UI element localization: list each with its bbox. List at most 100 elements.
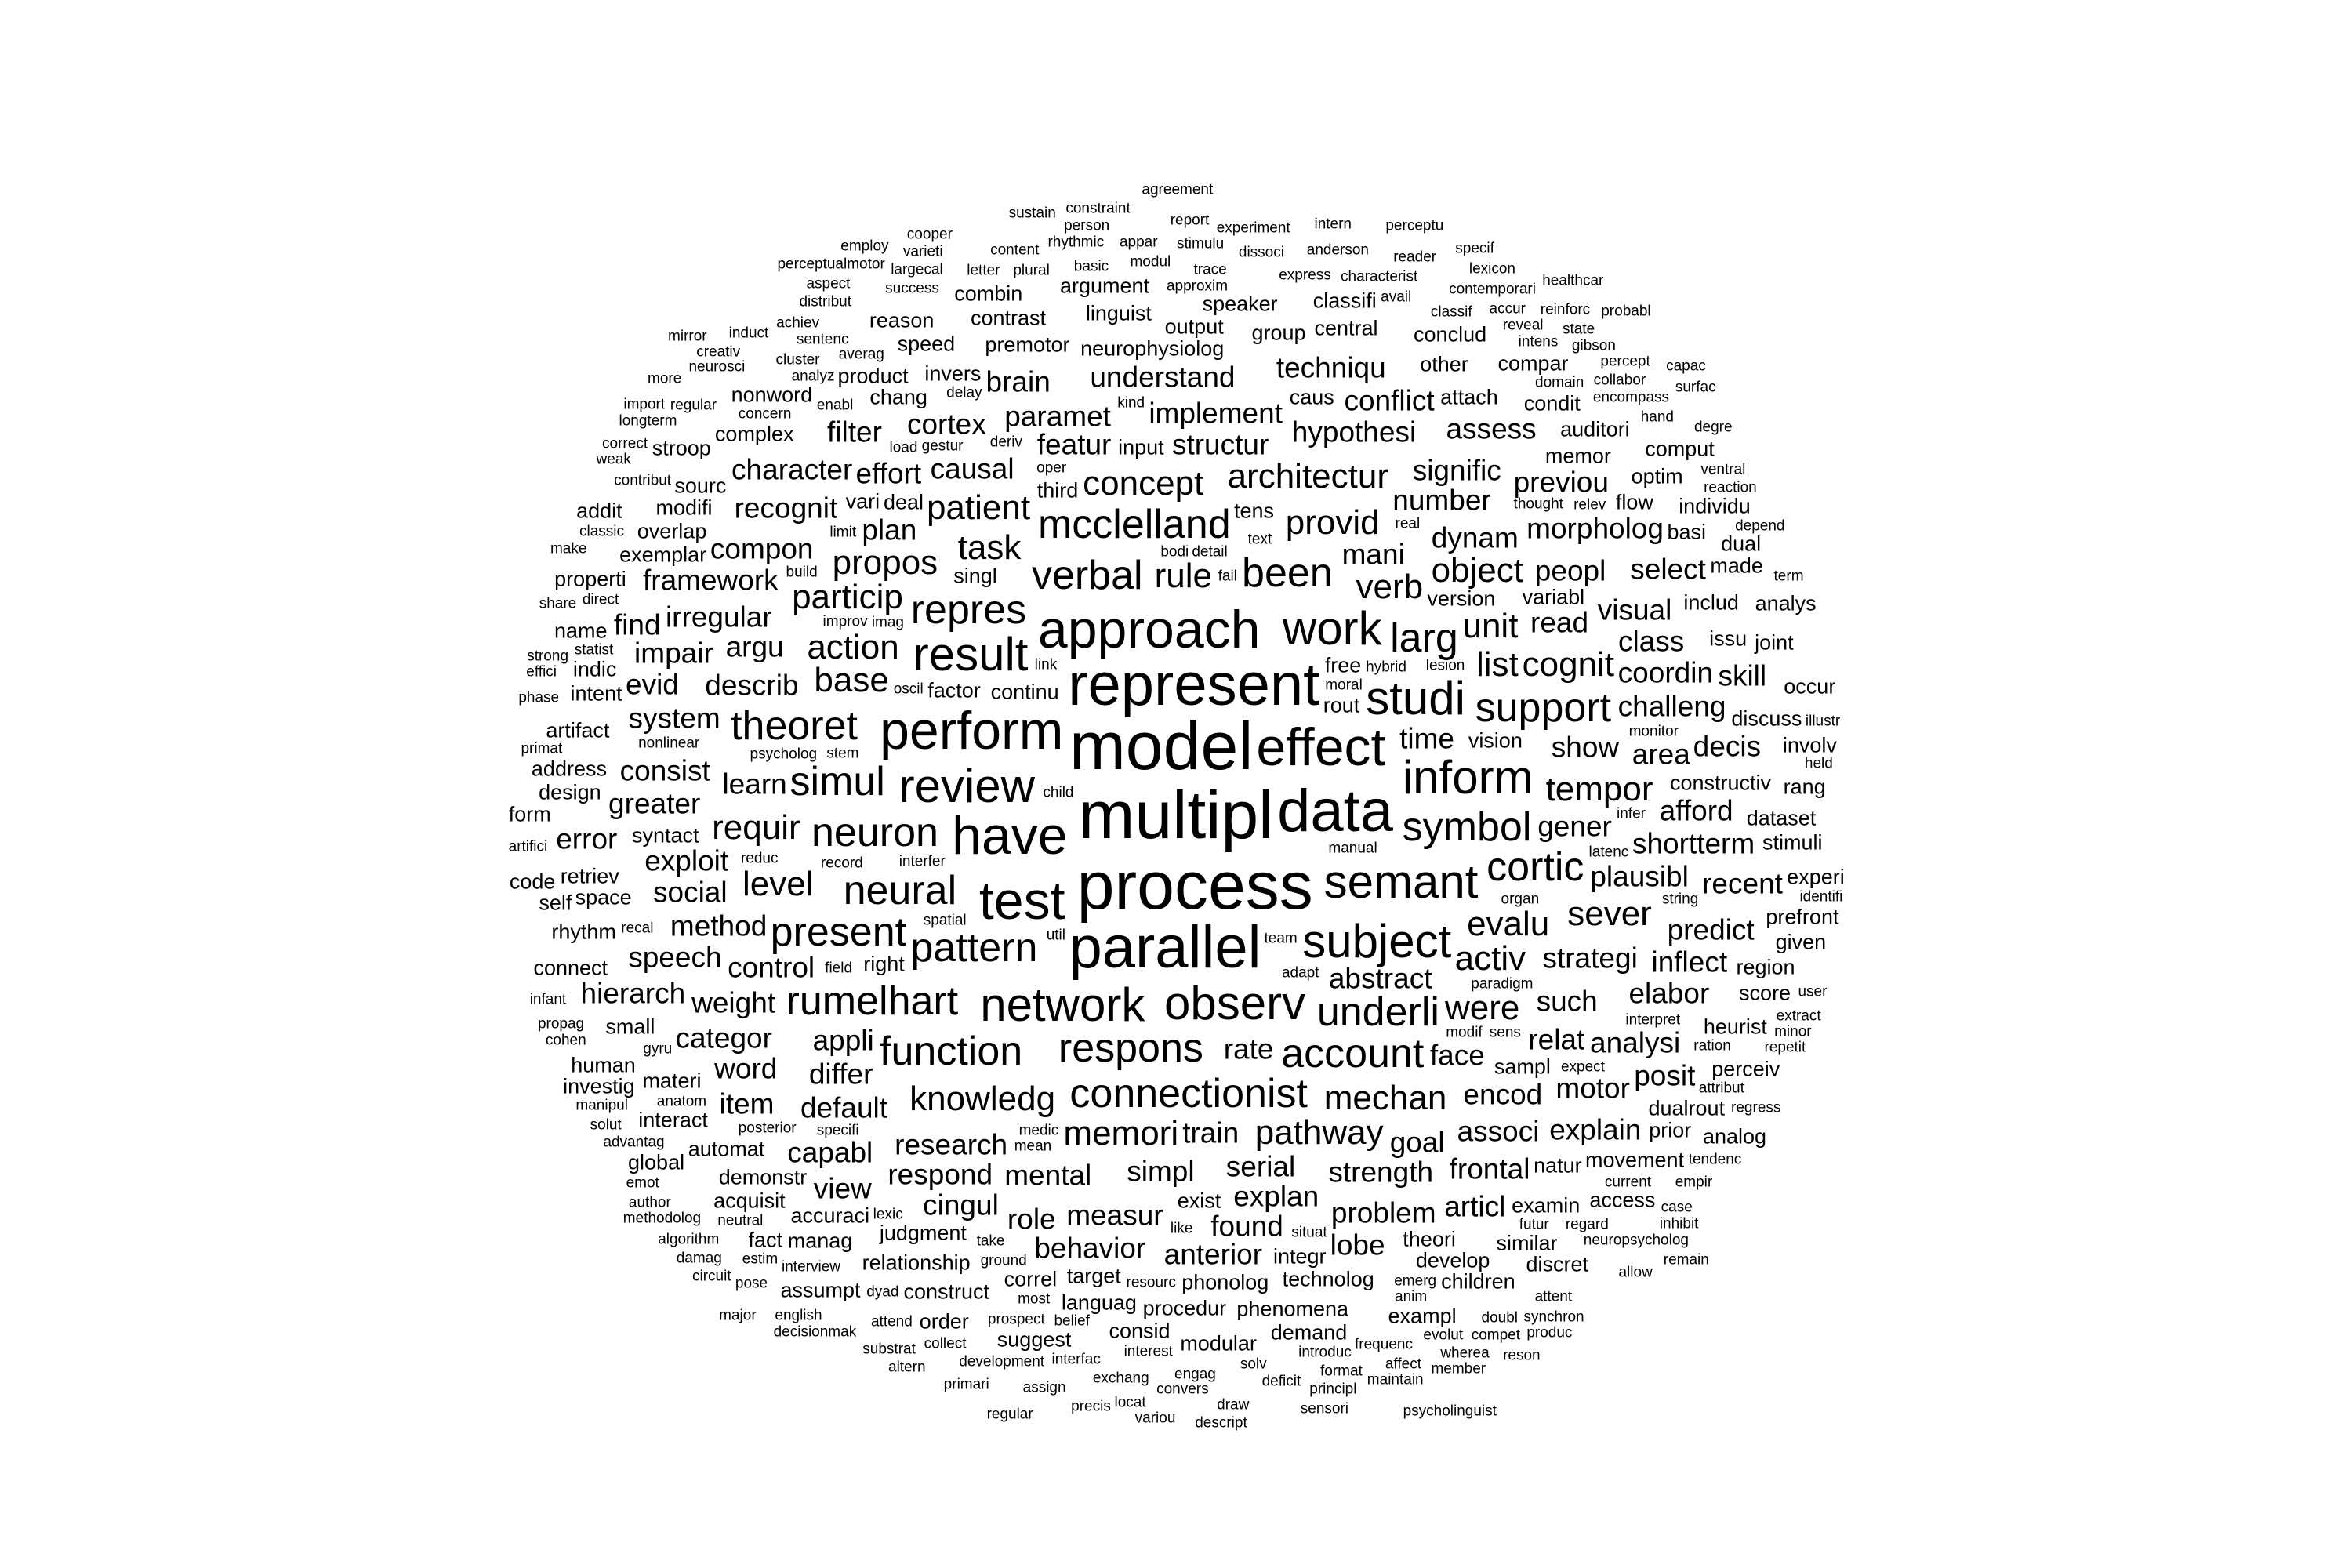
cloud-word: expect xyxy=(1560,1058,1605,1076)
cloud-word: consist xyxy=(619,754,710,787)
cloud-word: neuropsycholog xyxy=(1583,1232,1689,1249)
cloud-word: issu xyxy=(1709,626,1748,651)
cloud-word: right xyxy=(863,952,905,976)
cloud-word: respond xyxy=(887,1158,993,1191)
cloud-word: role xyxy=(1007,1203,1056,1236)
cloud-word: contemporari xyxy=(1449,281,1536,298)
cloud-word: probabl xyxy=(1601,303,1651,320)
cloud-word: architectur xyxy=(1227,457,1389,496)
cloud-word: largecal xyxy=(891,261,943,278)
cloud-word: show xyxy=(1551,731,1620,764)
cloud-word: weight xyxy=(691,986,776,1019)
cloud-word: patient xyxy=(926,488,1031,527)
cloud-word: util xyxy=(1046,927,1065,944)
cloud-word: development xyxy=(959,1353,1045,1370)
cloud-word: averag xyxy=(838,346,884,363)
cloud-word: represent xyxy=(1068,652,1320,719)
cloud-word: depend xyxy=(1735,517,1785,535)
cloud-word: made xyxy=(1710,554,1763,578)
cloud-word: degre xyxy=(1693,419,1733,436)
cloud-word: oper xyxy=(1036,459,1067,477)
cloud-word: read xyxy=(1530,606,1589,639)
cloud-word: addit xyxy=(576,499,622,523)
cloud-word: methodolog xyxy=(622,1210,702,1227)
cloud-word: reaction xyxy=(1704,479,1757,496)
cloud-word: complex xyxy=(714,422,794,446)
cloud-word: psycholog xyxy=(750,746,818,763)
cloud-word: classif xyxy=(1430,303,1472,321)
cloud-word: area xyxy=(1632,738,1690,771)
cloud-word: cognit xyxy=(1522,644,1615,684)
cloud-word: lobe xyxy=(1330,1229,1385,1261)
cloud-word: includ xyxy=(1683,590,1739,615)
cloud-word: goal xyxy=(1389,1126,1445,1159)
cloud-word: rumelhart xyxy=(786,978,959,1025)
cloud-word: overlap xyxy=(637,519,707,543)
cloud-word: third xyxy=(1036,478,1079,503)
cloud-word: aspect xyxy=(806,275,851,292)
cloud-word: synchron xyxy=(1523,1308,1584,1326)
cloud-word: current xyxy=(1604,1174,1652,1191)
cloud-word: combin xyxy=(954,281,1023,306)
cloud-word: mirror xyxy=(668,328,707,345)
cloud-word: intern xyxy=(1314,216,1352,233)
cloud-word: neural xyxy=(843,867,957,913)
cloud-word: exploit xyxy=(644,844,729,877)
cloud-word: inflect xyxy=(1651,946,1728,978)
cloud-word: word xyxy=(714,1052,778,1085)
cloud-word: object xyxy=(1431,550,1524,590)
cloud-word: larg xyxy=(1390,615,1458,662)
cloud-word: enabl xyxy=(816,397,854,414)
cloud-word: percept xyxy=(1600,353,1650,370)
cloud-word: underli xyxy=(1316,989,1439,1036)
cloud-word: semant xyxy=(1323,855,1479,909)
cloud-word: vari xyxy=(845,489,880,514)
cloud-word: thought xyxy=(1513,495,1563,513)
cloud-word: anterior xyxy=(1163,1238,1263,1271)
cloud-word: extract xyxy=(1776,1007,1821,1025)
cloud-word: encod xyxy=(1463,1078,1543,1111)
cloud-word: classic xyxy=(579,523,624,540)
cloud-word: evolut xyxy=(1423,1327,1464,1344)
cloud-word: method xyxy=(670,909,768,942)
cloud-word: syntact xyxy=(631,823,699,848)
cloud-word: prospect xyxy=(987,1311,1045,1328)
cloud-word: construct xyxy=(903,1279,990,1304)
cloud-word: chang xyxy=(869,385,927,409)
cloud-word: concept xyxy=(1083,464,1204,503)
cloud-word: occur xyxy=(1784,674,1836,699)
cloud-word: review xyxy=(898,760,1035,813)
cloud-word: cortex xyxy=(906,408,986,441)
cloud-word: reson xyxy=(1503,1347,1541,1364)
cloud-word: prefront xyxy=(1766,905,1839,929)
cloud-word: deficit xyxy=(1261,1373,1301,1390)
cloud-word: fact xyxy=(748,1228,783,1252)
cloud-word: memori xyxy=(1063,1113,1179,1152)
cloud-word: longterm xyxy=(619,412,677,430)
cloud-word: impair xyxy=(634,637,713,670)
cloud-word: small xyxy=(605,1014,655,1039)
cloud-word: basic xyxy=(1073,258,1109,275)
cloud-word: modif xyxy=(1446,1024,1483,1041)
cloud-word: load xyxy=(889,439,918,456)
cloud-word: accur xyxy=(1489,300,1526,318)
cloud-word: hybrid xyxy=(1366,659,1406,676)
cloud-word: list xyxy=(1475,645,1519,684)
cloud-word: propos xyxy=(832,543,938,583)
cloud-word: phenomena xyxy=(1236,1297,1349,1321)
cloud-word: trace xyxy=(1193,261,1227,278)
cloud-word: repres xyxy=(910,586,1027,633)
cloud-word: regular xyxy=(670,397,717,414)
cloud-word: address xyxy=(531,757,607,781)
cloud-word: form xyxy=(508,802,551,826)
cloud-word: function xyxy=(880,1029,1023,1075)
cloud-word: modul xyxy=(1130,253,1171,270)
cloud-word: cluster xyxy=(775,351,820,368)
cloud-word: case xyxy=(1661,1199,1693,1216)
cloud-word: system xyxy=(628,702,720,735)
cloud-word: build xyxy=(786,564,818,581)
cloud-word: account xyxy=(1281,1030,1425,1076)
cloud-word: requir xyxy=(712,808,800,847)
cloud-word: were xyxy=(1444,989,1520,1028)
cloud-word: strength xyxy=(1328,1156,1434,1189)
